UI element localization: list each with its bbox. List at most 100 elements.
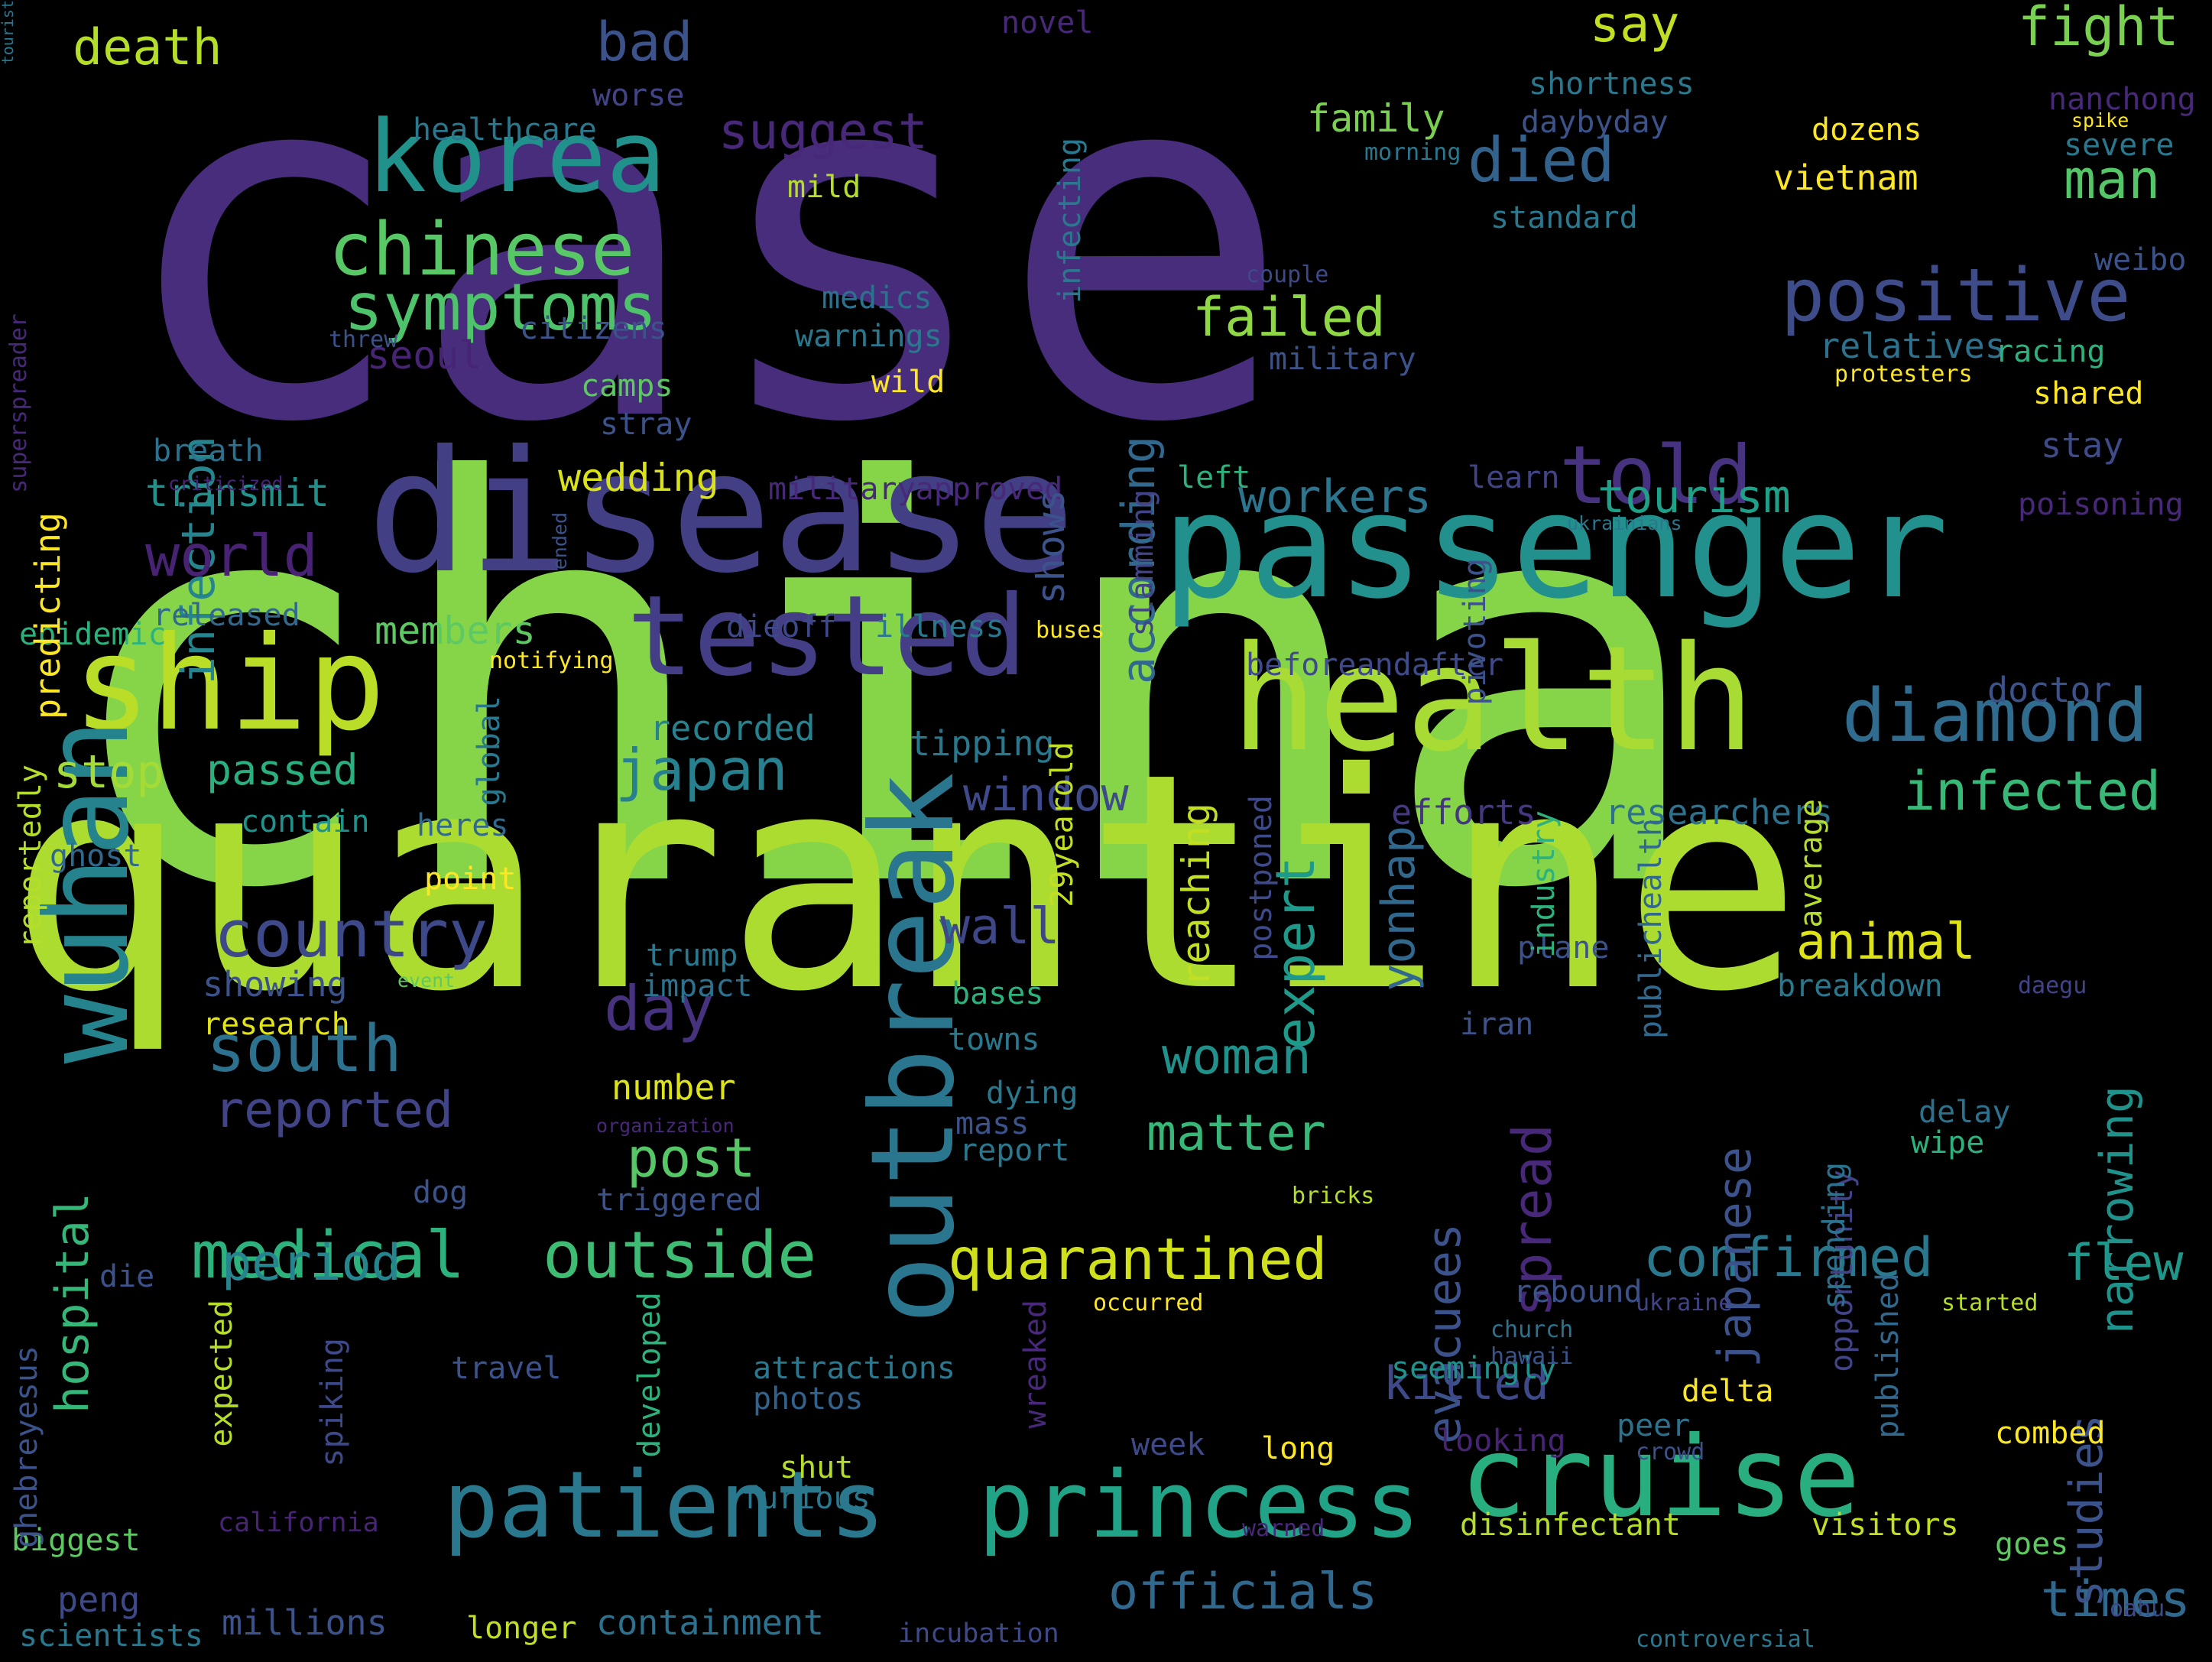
word-stay: stay [2041, 425, 2124, 466]
word-triggered: triggered [596, 1183, 762, 1218]
word-workers: workers [1238, 470, 1432, 524]
word-window: window [963, 768, 1129, 822]
word-say: say [1590, 0, 1680, 54]
word-told: told [1559, 429, 1753, 522]
word-organization: organization [596, 1115, 735, 1137]
word-started: started [1941, 1290, 2038, 1316]
word-publichealth: publichealth [1633, 818, 1669, 1039]
word-combed: combed [1995, 1416, 2106, 1451]
word-left: left [1177, 460, 1251, 495]
word-attractions: attractions [753, 1351, 955, 1386]
word-expected: expected [204, 1300, 239, 1447]
word-south: south [206, 1011, 402, 1087]
word-learn: learn [1468, 460, 1560, 495]
word-wedding: wedding [558, 456, 719, 500]
word-wild: wild [871, 365, 945, 400]
word-passed: passed [206, 745, 358, 794]
word-ukraine: ukraine [1636, 1290, 1733, 1316]
word-research: research [203, 1007, 350, 1042]
word-died: died [1468, 125, 1615, 196]
word-military: military [1269, 342, 1416, 377]
word-industry: industry [1526, 810, 1562, 958]
word-bricks: bricks [1292, 1183, 1375, 1209]
word-flew: flew [2064, 1235, 2184, 1292]
word-oahu: oahu [2110, 1595, 2165, 1622]
word-postponed: postponed [1244, 795, 1279, 961]
word-millions: millions [222, 1602, 388, 1643]
word-ghost: ghost [50, 839, 142, 874]
word-seemingly: seemingly [1391, 1351, 1557, 1386]
word-delta: delta [1682, 1374, 1774, 1409]
word-impact: impact [642, 969, 753, 1004]
word-released: released [153, 598, 300, 633]
word-slamming: slamming [1125, 489, 1160, 637]
word-woman: woman [1162, 1028, 1312, 1086]
word-mass: mass [955, 1106, 1030, 1141]
word-iran: iran [1460, 1007, 1534, 1042]
word-members: members [375, 609, 536, 653]
word-published: published [1870, 1273, 1905, 1439]
word-buses: buses [1036, 617, 1105, 644]
word-china: china [54, 368, 1711, 1008]
word-outside: outside [543, 1218, 817, 1294]
word-goes: goes [1995, 1527, 2069, 1562]
word-daegu: daegu [2018, 972, 2087, 999]
word-ghebreyesus: ghebreyesus [9, 1346, 44, 1548]
word-average: average [1794, 799, 1829, 928]
word-positive: positive [1781, 254, 2131, 338]
word-looking: looking [1437, 1423, 1566, 1459]
word-stop: stop [54, 745, 164, 799]
word-reported: reported [214, 1082, 454, 1139]
word-dying: dying [986, 1076, 1078, 1111]
word-quarantine: quarantine [8, 709, 1802, 1057]
word-photos: photos [753, 1381, 864, 1417]
word-couple: couple [1246, 261, 1329, 288]
word-containment: containment [596, 1602, 825, 1643]
word-bases: bases [952, 976, 1044, 1011]
word-standard: standard [1490, 200, 1638, 235]
word-shows: shows [1029, 489, 1073, 605]
word-scientists: scientists [19, 1618, 203, 1654]
word-confirmed: confirmed [1643, 1226, 1934, 1289]
word-delay: delay [1918, 1095, 2011, 1130]
word-report: report [959, 1133, 1070, 1168]
word-princess: princess [978, 1453, 1420, 1559]
word-tourist: tourist [0, 0, 17, 65]
word-diamond: diamond [1842, 674, 2149, 758]
word-ended: ended [549, 512, 571, 570]
word-heres: heres [417, 808, 509, 843]
word-biggest: biggest [11, 1523, 141, 1558]
word-church: church [1490, 1316, 1574, 1343]
word-worse: worse [592, 78, 685, 113]
word-california: california [218, 1508, 379, 1538]
word-weibo: weibo [2094, 242, 2187, 278]
word-epidemic: epidemic [19, 617, 167, 652]
word-peer: peer [1617, 1408, 1691, 1443]
word-trump: trump [646, 938, 738, 973]
word-hospital: hospital [46, 1193, 99, 1414]
word-militaryapproved: militaryapproved [768, 472, 1063, 507]
word-japanese: japanese [1708, 1147, 1762, 1368]
word-developed: developed [632, 1292, 667, 1458]
word-global: global [472, 696, 507, 807]
word-threw: threw [329, 326, 398, 353]
word-morning: morning [1364, 139, 1461, 166]
word-shut: shut [780, 1450, 854, 1485]
word-japan: japan [615, 736, 788, 803]
word-spending: spending [1817, 1162, 1852, 1310]
word-spiking: spiking [315, 1338, 350, 1467]
word-nanchong: nanchong [2048, 82, 2196, 117]
word-times: times [2041, 1571, 2191, 1628]
word-ship: ship [73, 609, 386, 760]
word-evacuees: evacuees [1418, 1223, 1471, 1444]
word-family: family [1307, 96, 1445, 141]
word-illness: illness [875, 609, 1004, 644]
word-man: man [2064, 148, 2161, 211]
word-transmit: transmit [145, 471, 329, 515]
word-patients: patients [443, 1453, 885, 1559]
word-wreaked: wreaked [1018, 1300, 1053, 1429]
word-poisoning: poisoning [2018, 487, 2184, 522]
word-passenger: passenger [1162, 462, 1949, 631]
word-fight: fight [2018, 0, 2179, 58]
